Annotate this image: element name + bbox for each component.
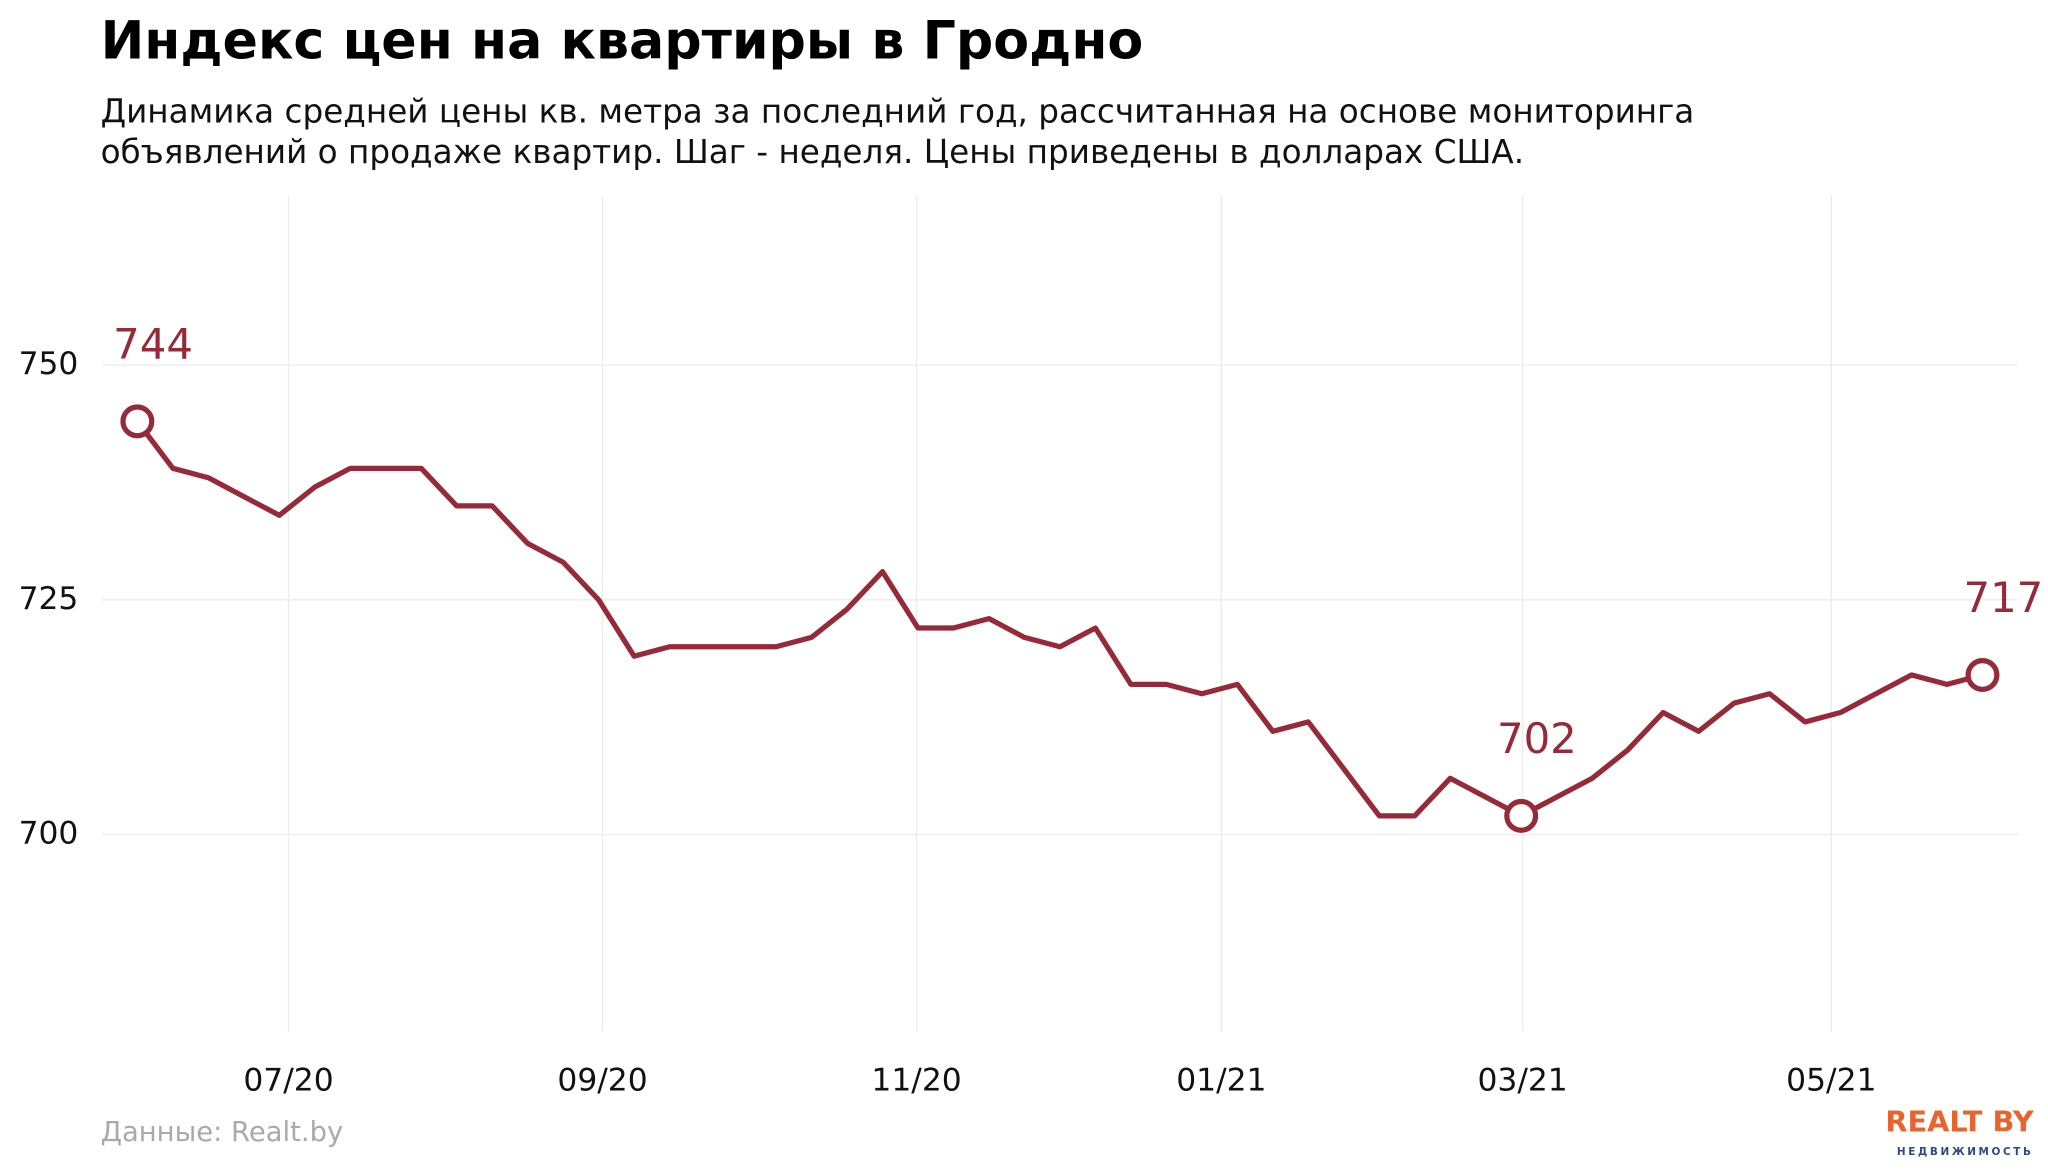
data-label: 702 [1497, 714, 1577, 763]
x-tick-label: 03/21 [1477, 1063, 1567, 1099]
logo-subtext: НЕДВИЖИМОСТЬ [1897, 1146, 2034, 1158]
subtitle: Динамика средней цены кв. метра за после… [101, 93, 1695, 131]
line [135, 419, 1984, 819]
data-label: 744 [113, 319, 193, 368]
subtitle: объявлений о продаже квартир. Шаг - неде… [101, 133, 1525, 171]
logo: REALT BY [1885, 1104, 2034, 1138]
point-marker [120, 404, 155, 439]
source: Данные: Realt.by [101, 1117, 344, 1148]
y-tick-label: 750 [19, 346, 79, 382]
x-tick-label: 05/21 [1786, 1063, 1876, 1099]
point-marker [1965, 657, 2000, 692]
point-marker [1504, 798, 1539, 833]
y-tick-label: 725 [19, 581, 79, 617]
y-tick-label: 700 [19, 816, 79, 852]
x-tick-label: 09/20 [557, 1063, 647, 1099]
data-label: 717 [1963, 573, 2043, 622]
x-tick-label: 07/20 [243, 1063, 333, 1099]
chart-title: Индекс цен на квартиры в Гродно [101, 11, 1144, 71]
x-tick-label: 11/20 [871, 1063, 961, 1099]
x-tick-label: 01/21 [1176, 1063, 1266, 1099]
